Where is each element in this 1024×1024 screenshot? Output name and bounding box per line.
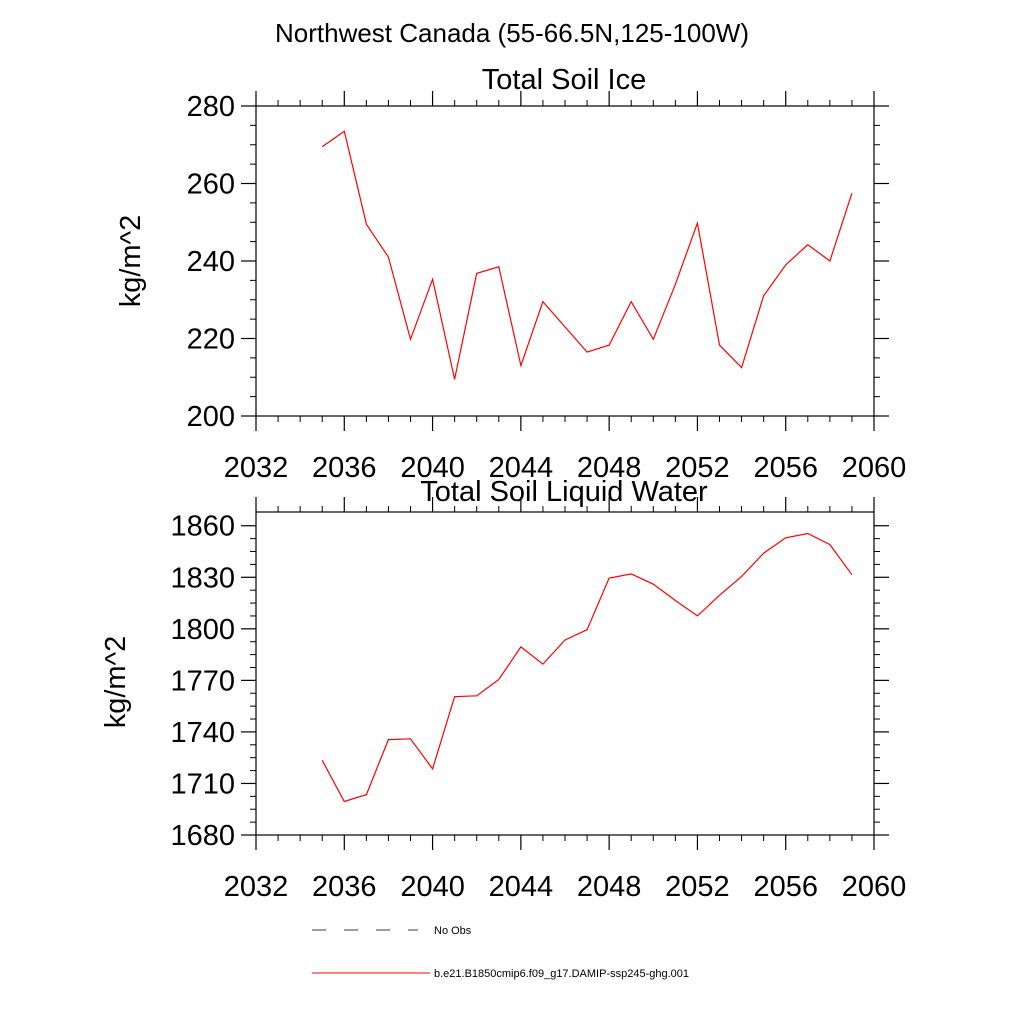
x-tick-label: 2032 xyxy=(224,452,289,484)
y-tick-label: 240 xyxy=(187,246,235,278)
y-tick-label: 1800 xyxy=(170,614,235,646)
x-tick-label: 2056 xyxy=(753,452,818,484)
x-tick-label: 2056 xyxy=(753,871,818,903)
panel-total-soil-liquid-water: Total Soil Liquid Water kg/m^2 2032 2036 2… xyxy=(100,476,906,903)
x-tick-label: 2060 xyxy=(842,871,907,903)
y-tick-label: 1770 xyxy=(170,665,235,697)
y-tick-label: 280 xyxy=(187,91,235,123)
y-tick-label: 220 xyxy=(187,324,235,356)
legend-label-no-obs: No Obs xyxy=(434,925,472,937)
chart-title-soil-liquid-water: Total Soil Liquid Water xyxy=(420,476,708,508)
x-tick-label: 2044 xyxy=(489,452,554,484)
panel-total-soil-ice: Total Soil Ice kg/m^2 2032 2036 2040 2044 20… xyxy=(115,64,906,484)
x-tick-label: 2052 xyxy=(665,452,730,484)
y-axis-label-soil-liquid-water: kg/m^2 xyxy=(100,636,132,729)
y-tick-label: 1740 xyxy=(170,717,235,749)
x-tick-label: 2040 xyxy=(400,452,465,484)
ticks-soil-liquid-water: 2032 2036 2040 2044 2048 2052 2056 2060 1680 1710… xyxy=(170,497,906,903)
x-tick-label: 2048 xyxy=(577,871,642,903)
plot-frame-soil-ice xyxy=(255,105,875,417)
y-axis-label-soil-ice: kg/m^2 xyxy=(115,215,147,308)
y-tick-label: 1830 xyxy=(170,562,235,594)
legend: No Obs b.e21.B1850cmip6.f09_g17.DAMIP-ss… xyxy=(312,925,689,980)
x-tick-label: 2032 xyxy=(224,871,289,903)
x-tick-label: 2060 xyxy=(842,452,907,484)
x-tick-label: 2044 xyxy=(489,871,554,903)
y-tick-label: 1710 xyxy=(170,768,235,800)
legend-label-model-run: b.e21.B1850cmip6.f09_g17.DAMIP-ssp245-gh… xyxy=(434,968,689,980)
x-tick-label: 2036 xyxy=(312,452,377,484)
figure-title: Northwest Canada (55-66.5N,125-100W) xyxy=(275,18,749,48)
x-tick-label: 2040 xyxy=(400,871,465,903)
plot-frame-soil-liquid-water xyxy=(255,511,875,836)
y-tick-label: 1680 xyxy=(170,820,235,852)
x-tick-label: 2052 xyxy=(665,871,730,903)
y-tick-label: 260 xyxy=(187,169,235,201)
x-tick-label: 2048 xyxy=(577,452,642,484)
series-line-soil-ice xyxy=(321,130,853,380)
y-tick-label: 200 xyxy=(187,401,235,433)
ticks-soil-ice: 2032 2036 2040 2044 2048 2052 2056 2060 200 220 24… xyxy=(187,91,907,484)
chart-title-soil-ice: Total Soil Ice xyxy=(482,64,646,96)
series-line-soil-liquid-water xyxy=(321,532,853,803)
y-tick-label: 1860 xyxy=(170,511,235,543)
x-tick-label: 2036 xyxy=(312,871,377,903)
